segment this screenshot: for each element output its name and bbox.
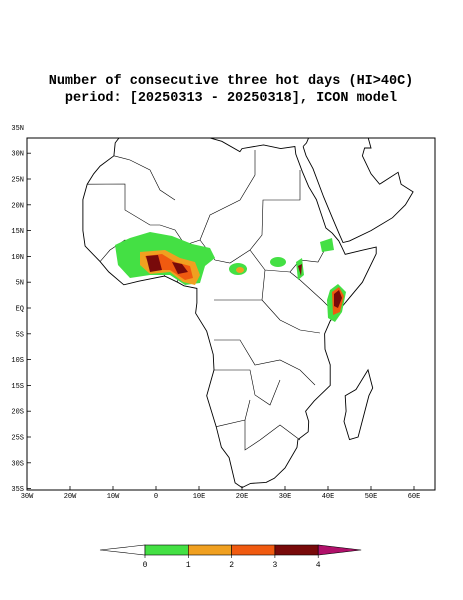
- y-tick-label: 35N: [11, 125, 24, 133]
- x-tick-label: 20W: [64, 493, 77, 501]
- hot-area: [298, 264, 342, 308]
- hot-area: [236, 267, 244, 273]
- y-tick-label: 30S: [11, 460, 24, 468]
- x-tick-label: 40E: [322, 493, 335, 501]
- colorbar-label: 4: [316, 561, 321, 570]
- colorbar-label: 1: [186, 561, 191, 570]
- x-tick-label: 60E: [408, 493, 421, 501]
- hot-area: [270, 257, 286, 267]
- hot-day-areas: [115, 232, 346, 322]
- y-tick-label: 25N: [11, 177, 24, 185]
- colorbar-segment: [144, 544, 189, 556]
- colorbar-segment: [274, 544, 319, 556]
- map-area: [82, 138, 414, 489]
- y-tick-label: 10N: [11, 254, 24, 262]
- y-tick-label: 15S: [11, 383, 24, 391]
- y-tick-label: 20S: [11, 409, 24, 417]
- colorbar-segment: [99, 544, 146, 556]
- hot-area: [146, 255, 188, 274]
- colorbar-label: 3: [272, 561, 277, 570]
- map-frame: [26, 137, 436, 491]
- x-tick-label: 0: [154, 493, 158, 501]
- colorbar-segment: [231, 544, 276, 556]
- y-tick-label: EQ: [16, 306, 24, 314]
- y-tick-label: 25S: [11, 435, 24, 443]
- x-tick-label: 50E: [365, 493, 378, 501]
- x-tick-label: 10W: [107, 493, 120, 501]
- x-tick-label: 20E: [236, 493, 249, 501]
- title-line: period: [20250313 - 20250318], ICON mode…: [65, 91, 397, 106]
- y-tick-label: 15N: [11, 228, 24, 236]
- colorbar-label: 0: [143, 561, 148, 570]
- y-tick-label: 5S: [16, 331, 24, 339]
- hot-area: [296, 238, 334, 280]
- y-tick-label: 30N: [11, 151, 24, 159]
- title-line: Number of consecutive three hot days (HI…: [49, 74, 414, 89]
- y-tick-label: 5N: [16, 280, 24, 288]
- x-tick-label: 30E: [279, 493, 292, 501]
- colorbar-segment: [188, 544, 232, 556]
- y-tick-label: 10S: [11, 357, 24, 365]
- y-tick-label: 20N: [11, 202, 24, 210]
- madagascar-outline: [343, 368, 374, 441]
- arabia-outline: [302, 138, 414, 244]
- x-tick-label: 30W: [21, 493, 34, 501]
- africa-outline: [82, 138, 377, 489]
- colorbar-segment: [317, 544, 362, 556]
- colorbar-label: 2: [229, 561, 234, 570]
- x-tick-label: 10E: [193, 493, 206, 501]
- y-tick-label: 35S: [11, 486, 24, 494]
